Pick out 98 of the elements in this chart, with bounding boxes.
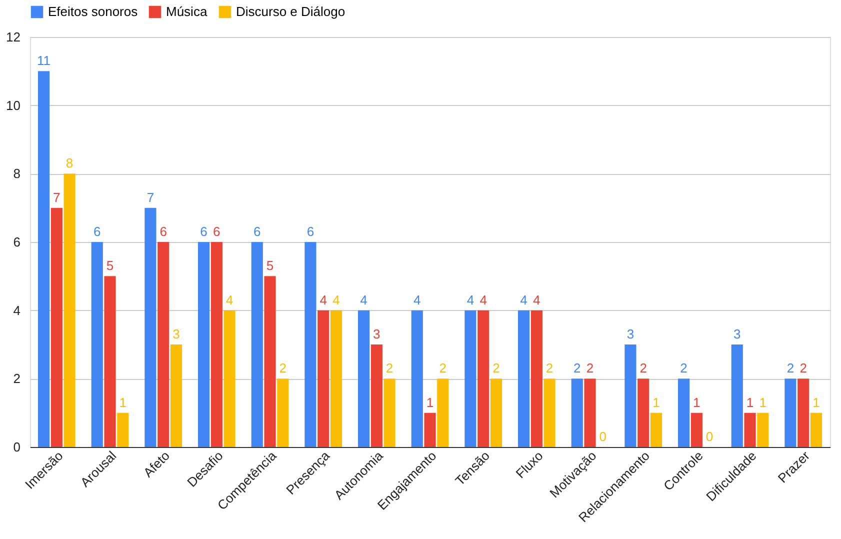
bar <box>571 378 583 447</box>
data-label: 2 <box>800 360 807 376</box>
bar <box>38 71 50 447</box>
bar <box>490 378 502 447</box>
data-label: 2 <box>439 360 446 376</box>
bar <box>104 276 116 447</box>
bar <box>198 242 210 447</box>
data-label: 6 <box>160 224 167 239</box>
bar <box>690 412 702 447</box>
data-label: 4 <box>226 292 234 308</box>
data-label: 2 <box>492 360 500 376</box>
bar <box>530 310 542 447</box>
bar <box>784 378 796 447</box>
bar <box>478 310 490 447</box>
data-label: 3 <box>626 326 634 342</box>
data-label: 4 <box>466 292 474 308</box>
data-label: 4 <box>320 292 327 308</box>
y-tick-label: 2 <box>13 371 20 386</box>
data-label: 2 <box>386 360 394 376</box>
bar <box>158 242 170 447</box>
bar <box>277 378 289 447</box>
bar <box>330 310 342 447</box>
bar <box>744 412 756 447</box>
legend-label: Música <box>166 4 208 19</box>
bar <box>224 310 236 447</box>
bar <box>624 344 636 447</box>
data-label: 1 <box>812 394 820 410</box>
data-label: 2 <box>546 360 554 376</box>
data-label: 1 <box>759 394 766 410</box>
bar <box>411 310 423 447</box>
data-label: 2 <box>586 360 594 376</box>
y-tick-label: 0 <box>13 440 20 454</box>
bar <box>64 174 76 447</box>
data-label: 6 <box>213 224 220 239</box>
bar <box>798 378 810 447</box>
data-label: 11 <box>37 53 51 68</box>
data-label: 2 <box>680 360 688 376</box>
bar <box>518 310 530 447</box>
bar <box>437 378 449 447</box>
bar <box>50 208 62 447</box>
bar <box>210 242 222 447</box>
data-label: 4 <box>332 292 340 308</box>
bar <box>731 344 743 447</box>
data-label: 7 <box>53 190 60 205</box>
data-label: 2 <box>574 360 581 376</box>
y-tick-label: 4 <box>13 302 20 318</box>
bar <box>304 242 316 447</box>
data-label: 6 <box>200 224 208 239</box>
data-label: 4 <box>533 292 540 308</box>
bar <box>638 378 650 447</box>
y-tick-label: 6 <box>13 234 20 250</box>
data-label: 5 <box>266 258 274 274</box>
data-label: 3 <box>734 326 741 342</box>
data-label: 2 <box>786 360 794 376</box>
bar <box>584 378 596 447</box>
data-label: 1 <box>119 394 126 410</box>
bar <box>170 344 182 447</box>
data-label: 4 <box>360 292 368 308</box>
legend-label: Efeitos sonoros <box>48 4 138 19</box>
bar <box>424 412 436 447</box>
data-label: 6 <box>306 224 314 239</box>
bar <box>757 412 769 447</box>
y-tick-label: 10 <box>6 98 20 113</box>
data-label: 1 <box>652 394 660 410</box>
data-label: 0 <box>599 429 606 444</box>
bar <box>251 242 263 447</box>
data-label: 2 <box>279 360 286 376</box>
data-label: 1 <box>693 394 700 410</box>
data-label: 4 <box>520 292 528 308</box>
data-label: 1 <box>426 394 434 410</box>
data-label: 4 <box>480 292 487 308</box>
bar <box>91 242 103 447</box>
data-label: 4 <box>414 292 421 308</box>
bar <box>370 344 382 447</box>
data-label: 6 <box>94 224 101 239</box>
bar <box>144 208 156 447</box>
data-label: 8 <box>66 156 74 171</box>
y-tick-label: 8 <box>13 166 20 182</box>
bar <box>650 412 662 447</box>
bar <box>464 310 476 447</box>
bar <box>318 310 330 447</box>
data-label: 7 <box>146 190 154 205</box>
bar <box>678 378 690 447</box>
bar <box>117 412 129 447</box>
data-label: 0 <box>706 429 714 444</box>
data-label: 3 <box>373 326 380 342</box>
data-label: 5 <box>106 258 114 274</box>
bar <box>384 378 396 447</box>
legend-label: Discurso e Diálogo <box>236 4 346 19</box>
data-label: 1 <box>746 394 754 410</box>
data-label: 6 <box>254 224 261 239</box>
data-label: 2 <box>640 360 647 376</box>
bar <box>810 412 822 447</box>
data-label: 3 <box>172 326 180 342</box>
bar <box>264 276 276 447</box>
y-tick-label: 12 <box>6 30 20 44</box>
bar <box>358 310 370 447</box>
bar <box>544 378 556 447</box>
